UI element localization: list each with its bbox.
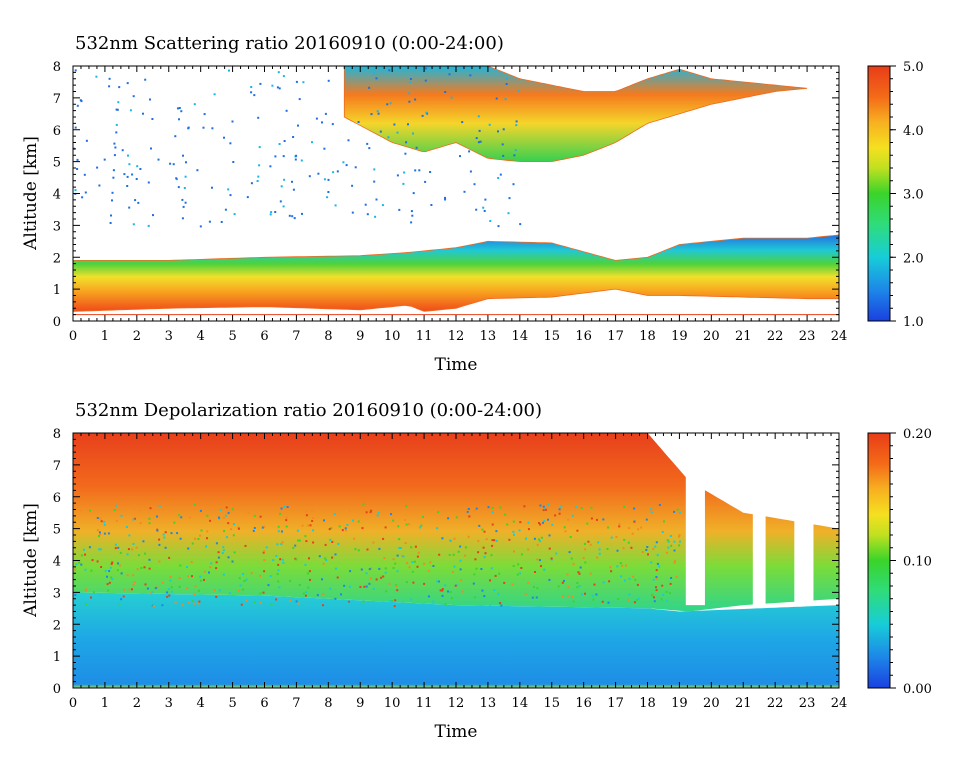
y-tick-label: 0 <box>53 315 61 330</box>
x-tick-label: 19 <box>671 696 688 711</box>
depolarization-y-axis-label: Altitude [km] <box>21 503 41 618</box>
colorbar-tick-label: 0.20 <box>903 427 932 442</box>
y-tick-label: 8 <box>53 60 61 75</box>
y-tick-label: 5 <box>53 523 61 538</box>
x-tick-label: 18 <box>639 329 656 344</box>
x-tick-label: 10 <box>384 696 401 711</box>
depolarization-speckles <box>74 434 814 608</box>
y-tick-label: 6 <box>53 491 61 506</box>
scattering-ratio-title: 532nm Scattering ratio 20160910 (0:00-24… <box>75 33 504 54</box>
x-tick-label: 1 <box>101 329 109 344</box>
y-tick-label: 4 <box>53 188 61 203</box>
colorbar-tick-label: 3.0 <box>903 188 924 203</box>
x-tick-label: 9 <box>356 696 364 711</box>
x-tick-label: 0 <box>69 329 77 344</box>
x-tick-label: 9 <box>356 329 364 344</box>
x-tick-label: 6 <box>260 329 268 344</box>
x-tick-label: 16 <box>575 696 592 711</box>
x-tick-label: 21 <box>735 329 752 344</box>
x-tick-label: 7 <box>292 696 300 711</box>
depolarization-data-layer <box>73 433 839 688</box>
x-tick-label: 3 <box>165 329 173 344</box>
depolarization-ratio-title: 532nm Depolarization ratio 20160910 (0:0… <box>75 400 542 421</box>
x-tick-label: 0 <box>69 696 77 711</box>
depolarization-x-axis-label: Time <box>435 722 478 742</box>
data-layer-upper-cloud <box>343 65 808 163</box>
x-tick-label: 22 <box>767 329 784 344</box>
y-tick-label: 3 <box>53 219 61 234</box>
x-tick-label: 17 <box>607 329 624 344</box>
y-tick-label: 7 <box>53 92 61 107</box>
x-tick-label: 5 <box>228 696 236 711</box>
scattering-axes: 0 1 2 3 4 5 6 7 8 9 10 11 12 13 14 15 16 17 18 19 20 21 22 23 24… <box>53 60 848 344</box>
x-tick-label: 3 <box>165 696 173 711</box>
depolarization-colorbar <box>867 432 891 689</box>
x-tick-label: 19 <box>671 329 688 344</box>
colorbar-tick-label: 0.00 <box>903 682 932 697</box>
y-tick-label: 1 <box>53 650 61 665</box>
y-tick-label: 7 <box>53 459 61 474</box>
x-tick-label: 20 <box>703 329 720 344</box>
x-tick-label: 4 <box>197 329 205 344</box>
x-tick-label: 22 <box>767 696 784 711</box>
y-tick-label: 2 <box>53 251 61 266</box>
scattering-ratio-panel: 532nm Scattering ratio 20160910 (0:00-24… <box>21 33 924 375</box>
x-tick-label: 2 <box>133 329 141 344</box>
x-tick-label: 11 <box>416 696 433 711</box>
x-tick-label: 12 <box>448 329 465 344</box>
colorbar-tick-label: 5.0 <box>903 60 924 75</box>
colorbar-tick-label: 0.10 <box>903 555 932 570</box>
x-tick-label: 14 <box>512 696 529 711</box>
depolarization-colorbar-ticks: 0.00 0.10 0.20 <box>890 427 932 697</box>
x-tick-label: 8 <box>324 696 332 711</box>
x-tick-label: 13 <box>480 329 497 344</box>
y-tick-label: 8 <box>53 427 61 442</box>
colorbar-tick-label: 1.0 <box>903 315 924 330</box>
y-tick-label: 1 <box>53 283 61 298</box>
x-tick-label: 6 <box>260 696 268 711</box>
x-tick-label: 15 <box>543 329 560 344</box>
x-tick-label: 7 <box>292 329 300 344</box>
x-tick-label: 15 <box>543 696 560 711</box>
scattering-x-axis-label: Time <box>435 355 478 375</box>
x-tick-label: 20 <box>703 696 720 711</box>
x-tick-label: 11 <box>416 329 433 344</box>
x-tick-label: 13 <box>480 696 497 711</box>
x-tick-label: 17 <box>607 696 624 711</box>
x-tick-label: 2 <box>133 696 141 711</box>
x-tick-label: 1 <box>101 696 109 711</box>
y-tick-label: 3 <box>53 586 61 601</box>
scattering-data-layer <box>72 65 840 316</box>
x-tick-label: 24 <box>831 696 848 711</box>
colorbar-tick-label: 4.0 <box>903 124 924 139</box>
depolarization-axes: 0 1 2 3 4 5 6 7 8 9 10 11 12 13 14 15 16 17 18 19 20 21 22 23 24… <box>53 427 848 711</box>
depolarization-ratio-panel: 532nm Depolarization ratio 20160910 (0:0… <box>21 400 932 742</box>
x-tick-label: 10 <box>384 329 401 344</box>
x-tick-label: 23 <box>799 696 816 711</box>
x-tick-label: 18 <box>639 696 656 711</box>
y-tick-label: 2 <box>53 618 61 633</box>
y-tick-label: 4 <box>53 555 61 570</box>
x-tick-label: 23 <box>799 329 816 344</box>
x-tick-label: 5 <box>228 329 236 344</box>
y-tick-label: 0 <box>53 682 61 697</box>
scattering-colorbar-ticks: 1.0 2.0 3.0 4.0 5.0 <box>890 60 924 330</box>
y-tick-label: 5 <box>53 156 61 171</box>
data-layer-upper-layer <box>73 433 839 612</box>
scattering-colorbar <box>867 65 891 322</box>
data-layer-lower-layer <box>73 592 839 688</box>
aerosol-speckles <box>73 67 522 228</box>
scattering-y-axis-label: Altitude [km] <box>21 136 41 251</box>
x-tick-label: 21 <box>735 696 752 711</box>
x-tick-label: 16 <box>575 329 592 344</box>
x-tick-label: 12 <box>448 696 465 711</box>
colorbar-tick-label: 2.0 <box>903 251 924 266</box>
x-tick-label: 8 <box>324 329 332 344</box>
y-tick-label: 6 <box>53 124 61 139</box>
x-tick-label: 4 <box>197 696 205 711</box>
x-tick-label: 24 <box>831 329 848 344</box>
x-tick-label: 14 <box>512 329 529 344</box>
